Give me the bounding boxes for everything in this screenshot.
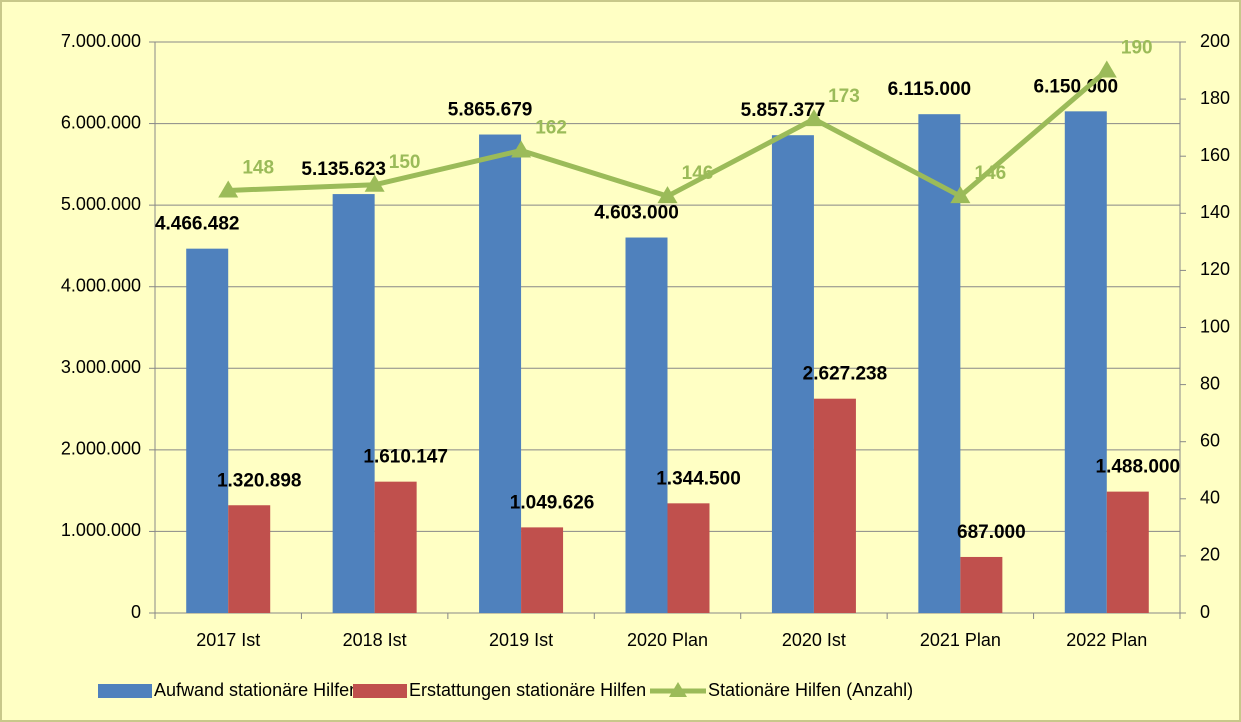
- bar: [771, 135, 814, 613]
- y-tick-label: 1.000.000: [61, 520, 141, 540]
- y-tick-label: 7.000.000: [61, 31, 141, 51]
- y2-tick-label: 20: [1200, 545, 1220, 565]
- y2-tick-label: 180: [1200, 88, 1230, 108]
- data-label: 1.049.626: [510, 492, 595, 513]
- bar: [1106, 491, 1149, 613]
- y-tick-label: 3.000.000: [61, 357, 141, 377]
- marker: [218, 180, 239, 198]
- x-tick-label: 2019 Ist: [489, 630, 553, 650]
- y2-tick-label: 80: [1200, 373, 1220, 393]
- y2-tick-label: 100: [1200, 316, 1230, 336]
- marker: [511, 140, 532, 158]
- bar: [186, 248, 229, 613]
- data-label: 150: [389, 152, 421, 173]
- data-label: 1.610.147: [363, 447, 448, 468]
- data-label: 6.115.000: [888, 79, 971, 100]
- data-label: 173: [828, 86, 860, 107]
- data-label: 1.488.000: [1096, 457, 1181, 478]
- bar: [374, 481, 417, 613]
- marker: [364, 174, 385, 192]
- data-label: 1.320.898: [217, 470, 302, 491]
- y2-tick-label: 140: [1200, 202, 1230, 222]
- data-label: 5.135.623: [301, 159, 386, 180]
- bar: [521, 527, 564, 613]
- x-tick-label: 2020 Plan: [627, 630, 708, 650]
- legend-label: Stationäre Hilfen (Anzahl): [708, 680, 913, 700]
- y2-tick-label: 0: [1200, 602, 1210, 622]
- data-label: 4.603.000: [594, 203, 679, 224]
- marker: [1096, 60, 1117, 78]
- legend-label: Erstattungen stationäre Hilfen: [409, 680, 646, 700]
- y-tick-label: 2.000.000: [61, 439, 141, 459]
- y-tick-label: 6.000.000: [61, 112, 141, 132]
- bar: [228, 505, 271, 613]
- data-label: 5.865.679: [448, 100, 533, 121]
- legend-swatch: [353, 684, 407, 698]
- bar: [332, 194, 375, 613]
- marker: [803, 109, 824, 127]
- data-label: 148: [242, 157, 274, 178]
- legend-label: Aufwand stationäre Hilfen: [154, 680, 359, 700]
- marker: [657, 186, 678, 204]
- y2-tick-label: 60: [1200, 430, 1220, 450]
- x-tick-label: 2017 Ist: [196, 630, 260, 650]
- data-label: 687.000: [957, 522, 1026, 543]
- x-tick-label: 2020 Ist: [782, 630, 846, 650]
- bar: [667, 503, 710, 613]
- y-tick-label: 0: [131, 602, 141, 622]
- x-tick-label: 2021 Plan: [920, 630, 1001, 650]
- y-tick-label: 5.000.000: [61, 194, 141, 214]
- y2-tick-label: 40: [1200, 488, 1220, 508]
- data-label: 4.466.482: [155, 214, 240, 235]
- x-tick-label: 2022 Plan: [1066, 630, 1147, 650]
- data-label: 2.627.238: [803, 364, 888, 385]
- data-label: 162: [535, 118, 567, 139]
- bar: [625, 237, 668, 613]
- data-label: 146: [975, 163, 1007, 184]
- x-tick-label: 2018 Ist: [343, 630, 407, 650]
- bar: [479, 134, 522, 613]
- bar: [960, 556, 1003, 613]
- y2-tick-label: 200: [1200, 31, 1230, 51]
- bar: [918, 114, 961, 614]
- data-label: 1.344.500: [656, 468, 741, 489]
- bar: [1064, 111, 1107, 613]
- data-label: 190: [1121, 38, 1153, 59]
- bar: [813, 398, 856, 613]
- y-tick-label: 4.000.000: [61, 275, 141, 295]
- legend-swatch: [669, 682, 687, 697]
- data-label: 5.857.377: [741, 100, 826, 121]
- legend-swatch: [98, 684, 152, 698]
- data-label: 146: [682, 163, 714, 184]
- y2-tick-label: 120: [1200, 259, 1230, 279]
- marker: [950, 186, 971, 204]
- y2-tick-label: 160: [1200, 145, 1230, 165]
